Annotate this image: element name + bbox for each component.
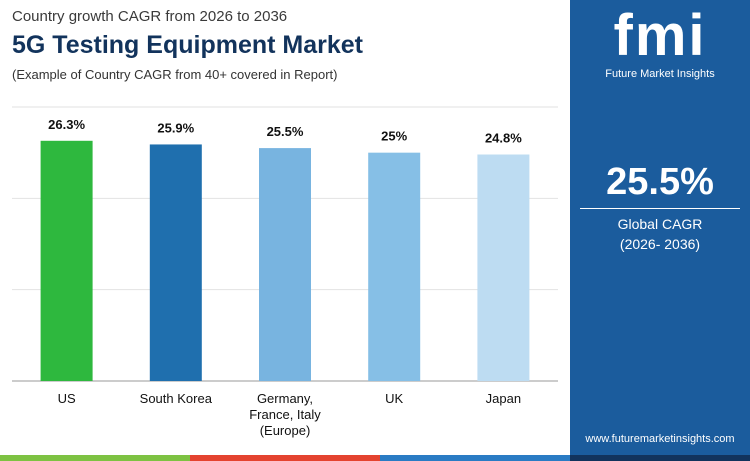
logo: fmi (613, 3, 707, 68)
bar (477, 154, 530, 381)
side-panel: fmi Future Market Insights 25.5% Global … (570, 0, 750, 455)
x-tick-label: Japan (485, 391, 522, 406)
brand-name: Future Market Insights (605, 68, 715, 80)
x-tick-label: US (57, 391, 76, 406)
global-label: Global CAGR (617, 216, 703, 232)
divider (580, 208, 740, 209)
chart-title: 5G Testing Equipment Market (12, 31, 363, 59)
value-label: 25% (381, 129, 407, 144)
value-label: 26.3% (48, 117, 85, 132)
supertitle: Country growth CAGR from 2026 to 2036 (12, 8, 288, 25)
stripe (570, 455, 750, 461)
bar (368, 152, 421, 381)
global-cagr: 25.5% (606, 161, 714, 203)
x-tick-label: UK (385, 391, 404, 406)
url: www.futuremarketinsights.com (585, 433, 735, 445)
bar (40, 140, 93, 381)
value-label: 25.9% (157, 120, 194, 135)
value-label: 25.5% (267, 124, 304, 139)
period: (2026- 2036) (619, 236, 701, 252)
stripe (380, 455, 570, 461)
subtitle: (Example of Country CAGR from 40+ covere… (12, 67, 338, 82)
value-label: 24.8% (485, 130, 522, 145)
x-tick-label: South Korea (139, 391, 212, 406)
x-tick-label: Germany, France, Italy (Europe) (249, 391, 321, 438)
chart: 26.3% 25.9% 25.5% 25% 24.8% (12, 106, 558, 382)
stripe (0, 455, 190, 461)
bar (259, 148, 311, 381)
bar (149, 144, 202, 381)
stripe (190, 455, 380, 461)
